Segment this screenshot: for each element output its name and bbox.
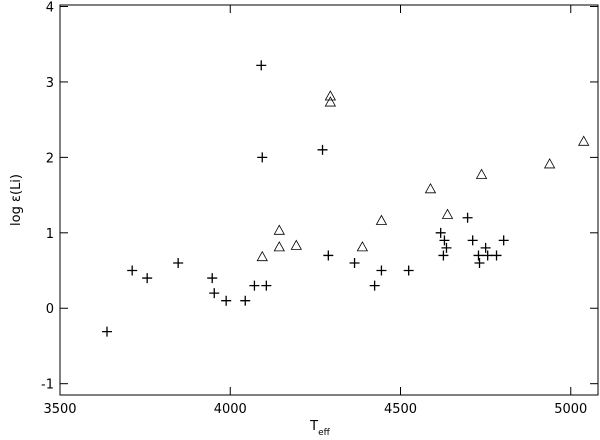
plus-marker xyxy=(257,152,268,163)
plus-marker xyxy=(317,144,328,155)
triangle-marker xyxy=(290,239,302,250)
plus-marker xyxy=(441,242,452,253)
x-tick-label: 3500 xyxy=(43,402,76,417)
y-tick-label: 4 xyxy=(46,1,54,16)
plus-marker xyxy=(491,250,502,261)
x-axis-label-subscript: eff xyxy=(318,428,331,438)
plus-marker xyxy=(142,273,153,284)
triangle-marker xyxy=(475,168,488,179)
plus-marker xyxy=(473,250,484,261)
plus-marker xyxy=(209,288,220,299)
plus-marker xyxy=(221,295,232,306)
y-tick-label: 0 xyxy=(46,302,54,317)
plus-marker xyxy=(467,235,478,246)
plus-marker xyxy=(439,235,450,246)
triangle-marker xyxy=(543,158,556,169)
plus-marker xyxy=(349,257,360,268)
plus-marker xyxy=(207,273,218,284)
y-axis-label: log ε(Li) xyxy=(9,174,24,226)
plus-marker xyxy=(240,295,251,306)
triangle-marker xyxy=(324,90,337,101)
triangle-marker xyxy=(273,241,285,252)
triangle-marker xyxy=(375,214,388,225)
triangle-marker xyxy=(424,182,437,194)
plus-marker xyxy=(435,227,446,238)
plus-marker xyxy=(403,265,414,276)
plus-marker xyxy=(462,212,473,223)
plot-frame xyxy=(59,4,599,396)
plus-marker xyxy=(256,60,267,71)
plus-marker xyxy=(482,250,493,261)
plus-marker xyxy=(101,326,112,337)
triangle-marker xyxy=(441,208,454,219)
plus-marker xyxy=(438,250,449,261)
triangle-marker xyxy=(578,135,590,146)
plus-marker xyxy=(261,280,272,291)
plus-marker xyxy=(474,257,485,268)
plus-marker xyxy=(498,235,509,246)
y-tick-label: 2 xyxy=(46,151,54,166)
y-tick-label: 1 xyxy=(46,227,54,242)
y-tick-label: -1 xyxy=(41,378,54,393)
x-tick-label: 5000 xyxy=(554,402,587,417)
triangle-marker xyxy=(273,224,285,235)
x-tick-label: 4500 xyxy=(384,402,417,417)
plus-marker xyxy=(480,242,491,253)
triangle-marker xyxy=(256,250,268,262)
y-tick-label: 3 xyxy=(46,76,54,91)
plus-marker xyxy=(173,257,184,268)
x-axis-label-main: T xyxy=(309,419,318,434)
plus-marker xyxy=(249,280,260,291)
plus-marker xyxy=(376,265,387,276)
triangle-marker xyxy=(324,96,337,107)
x-tick-label: 4000 xyxy=(214,402,247,417)
plus-marker xyxy=(127,265,138,276)
plus-marker xyxy=(369,280,380,291)
plus-marker xyxy=(323,250,334,261)
x-axis-label: Teff xyxy=(309,419,330,438)
triangle-marker xyxy=(356,241,369,252)
